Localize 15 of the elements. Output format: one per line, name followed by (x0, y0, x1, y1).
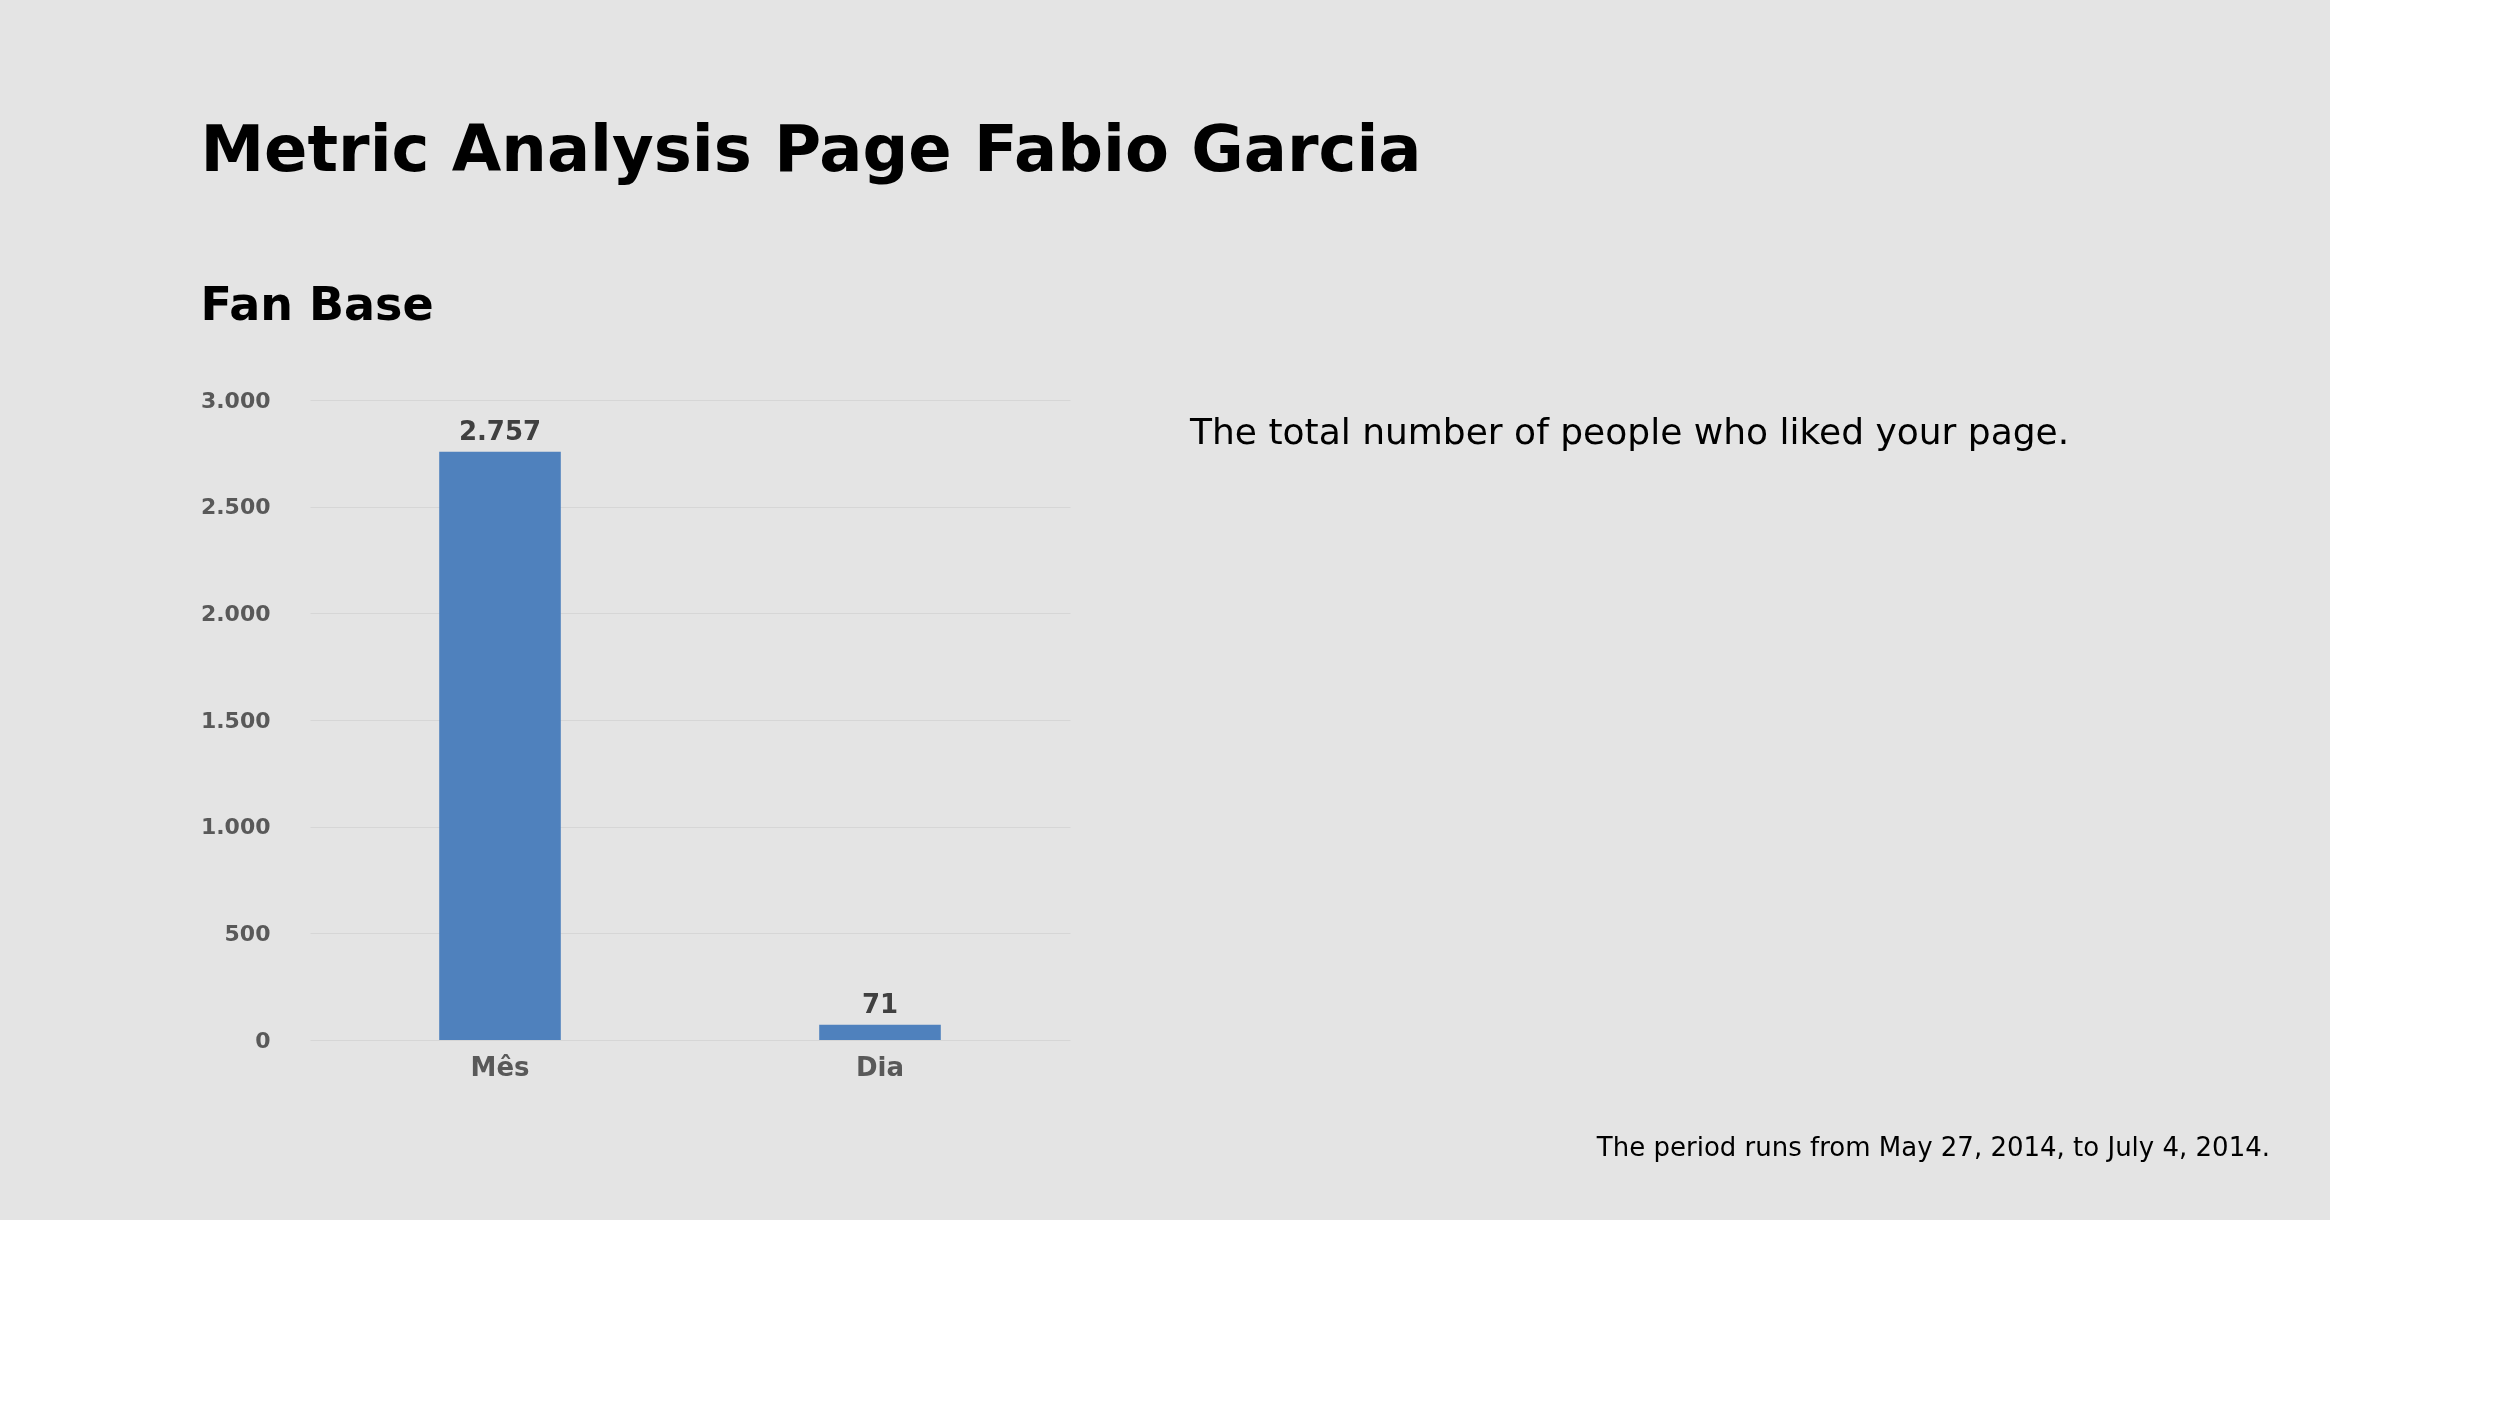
y-tick-label: 1.500 (200, 707, 271, 733)
x-tick-label: Dia (855, 1051, 905, 1082)
data-label: 2.757 (458, 415, 542, 446)
y-tick-label: 1.000 (200, 814, 271, 840)
y-tick-label: 2.000 (200, 600, 271, 626)
y-tick-label: 2.500 (200, 494, 271, 520)
chart-title: Metric Analysis Page Fabio Garcia (200, 112, 1422, 186)
x-tick-label: Mês (470, 1051, 530, 1082)
data-label: 71 (861, 988, 899, 1019)
chart-subtitle: Fan Base (200, 277, 434, 331)
text: The period runs from May 27, 2014, to July 4, 2014. (1595, 1131, 2270, 1162)
y-tick-label: 3.000 (200, 387, 271, 413)
text: The total number of people who liked your page. (1189, 410, 2070, 452)
y-tick-label: 500 (224, 920, 271, 946)
y-tick-label: 0 (255, 1027, 271, 1053)
